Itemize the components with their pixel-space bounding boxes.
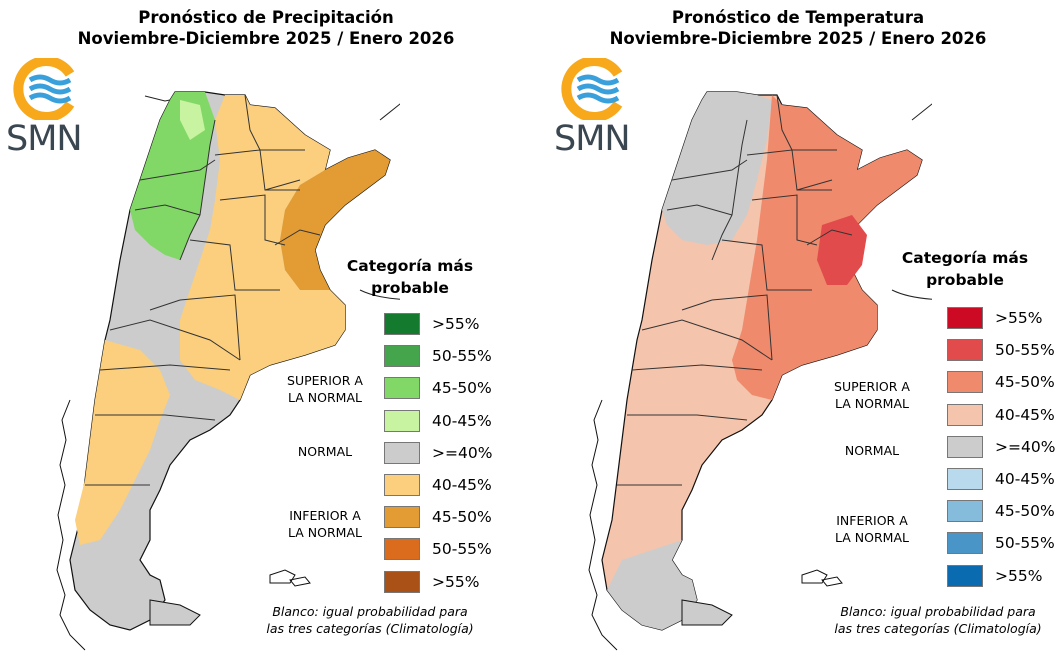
precip-legend-label: >55% (432, 572, 480, 591)
precip-legend-swatch (384, 570, 420, 593)
precip-legend-title: Categoría más probable (335, 255, 485, 299)
chile-coast-fringe (588, 399, 618, 651)
precip-inferior-label: INFERIOR A LA NORMAL (270, 507, 380, 541)
tierra-del-fuego (681, 599, 733, 626)
precip-legend-title-line2: probable (371, 279, 449, 297)
precip-inferior-label-line1: INFERIOR A (289, 508, 361, 523)
precip-map (56, 91, 400, 651)
precip-footnote-line1: Blanco: igual probabilidad para (272, 604, 468, 619)
chile-coast-fringe (56, 399, 86, 651)
precip-legend-label: 40-45% (432, 411, 492, 430)
temp-legend-label: >=40% (995, 437, 1056, 456)
temp-legend-swatch (947, 500, 983, 523)
temp-legend-label: >55% (995, 309, 1043, 327)
temp-legend-title: Categoría más probable (890, 247, 1040, 291)
temp-legend-label: 45-50% (995, 373, 1055, 392)
precip-legend-label: 45-50% (432, 508, 492, 527)
temp-legend-swatch (947, 468, 983, 490)
river-plate-coast (891, 289, 932, 300)
temperature-forecast-panel: Pronóstico de Temperatura Noviembre-Dici… (532, 0, 1064, 652)
temp-footnote-line1: Blanco: igual probabilidad para (840, 604, 1036, 619)
precip-superior-light-patch (180, 100, 205, 140)
temp-title: Pronóstico de Temperatura Noviembre-Dici… (532, 7, 1064, 49)
precip-inferior-label-line2: LA NORMAL (288, 525, 362, 540)
precip-superior-label: SUPERIOR A LA NORMAL (270, 372, 380, 406)
neighbor-coast-north (911, 103, 932, 121)
temp-superior-strong-region (817, 215, 867, 285)
temp-normal-label: NORMAL (844, 443, 900, 458)
precip-title: Pronóstico de Precipitación Noviembre-Di… (0, 7, 532, 49)
temp-legend-label: 40-45% (995, 405, 1055, 424)
temp-superior-label-line1: SUPERIOR A (834, 379, 910, 394)
precip-legend-label: 50-55% (432, 540, 492, 559)
temp-legend-label: 40-45% (995, 470, 1055, 488)
temp-legend-swatch (947, 403, 983, 426)
precip-footnote: Blanco: igual probabilidad para las tres… (250, 603, 490, 637)
smn-logo: SMN (4, 58, 84, 159)
precip-normal-label: NORMAL (297, 444, 353, 459)
smn-logo-icon (13, 58, 75, 120)
precip-inferior-region (180, 95, 345, 400)
temp-legend-label: 50-55% (995, 534, 1055, 553)
temp-legend-swatch (947, 435, 983, 458)
malvinas-islands (269, 569, 311, 587)
temp-inferior-label-line1: INFERIOR A (836, 513, 908, 528)
temp-footnote-line2: las tres categorías (Climatología) (834, 621, 1042, 636)
precipitation-forecast-panel: Pronóstico de Precipitación Noviembre-Di… (0, 7, 532, 651)
neighbor-coast-north (379, 103, 400, 121)
precip-legend-swatch (384, 506, 420, 529)
temp-normal-south-region (607, 540, 697, 630)
province-borders (617, 94, 853, 486)
temp-legend-title-line2: probable (926, 271, 1004, 289)
precip-title-line1: Pronóstico de Precipitación (138, 8, 394, 27)
temp-superior-label: SUPERIOR A LA NORMAL (817, 378, 927, 412)
precip-superior-label-line2: LA NORMAL (288, 390, 362, 405)
precip-inferior-south-region (75, 340, 170, 545)
precip-legend-swatch (384, 538, 420, 561)
precip-inferior-strong-region (280, 150, 390, 290)
temp-inferior-label: INFERIOR A LA NORMAL (817, 512, 927, 546)
precip-superior-label-line1: SUPERIOR A (287, 373, 363, 388)
precip-legend-label: 40-45% (432, 476, 492, 494)
precip-legend-label: >55% (432, 315, 480, 333)
precip-legend-swatch (384, 345, 420, 368)
precip-legend-swatch (384, 313, 420, 335)
precip-title-line2: Noviembre-Diciembre 2025 / Enero 2026 (77, 29, 455, 48)
smn-logo-text: SMN (6, 119, 83, 159)
precip-legend-label: 50-55% (432, 347, 492, 366)
temp-legend-title-line1: Categoría más (901, 249, 1029, 267)
temp-legend-swatch (947, 564, 983, 587)
temp-legend-label: 50-55% (995, 341, 1055, 360)
precip-legend-swatch (384, 441, 420, 464)
temp-title-line1: Pronóstico de Temperatura (671, 8, 925, 27)
smn-logo-text: SMN (554, 119, 631, 159)
temp-inferior-label-line2: LA NORMAL (835, 530, 909, 545)
smn-logo: SMN (552, 58, 632, 159)
temp-superior-label-line2: LA NORMAL (835, 396, 909, 411)
precip-legend-swatch (384, 474, 420, 496)
temp-title-line2: Noviembre-Diciembre 2025 / Enero 2026 (609, 29, 987, 48)
precip-legend-swatch (384, 377, 420, 400)
temp-map (588, 91, 932, 651)
smn-logo-icon (561, 58, 623, 120)
temp-legend-swatch (947, 532, 983, 555)
temp-legend-label: >55% (995, 566, 1043, 585)
precip-legend-label: 45-50% (432, 379, 492, 398)
precip-legend-swatch (384, 409, 420, 432)
precip-footnote-line2: las tres categorías (Climatología) (266, 621, 474, 636)
precip-legend-label: >=40% (432, 443, 493, 462)
precip-legend-title-line1: Categoría más (346, 257, 474, 275)
temp-legend-label: 45-50% (995, 502, 1055, 521)
river-plate-coast (359, 289, 400, 300)
temp-legend-swatch (947, 307, 983, 329)
malvinas-islands (801, 569, 843, 587)
tierra-del-fuego (149, 599, 201, 626)
temp-legend-swatch (947, 371, 983, 394)
temp-footnote: Blanco: igual probabilidad para las tres… (818, 603, 1058, 637)
province-borders (85, 94, 321, 486)
temp-legend-swatch (947, 339, 983, 362)
